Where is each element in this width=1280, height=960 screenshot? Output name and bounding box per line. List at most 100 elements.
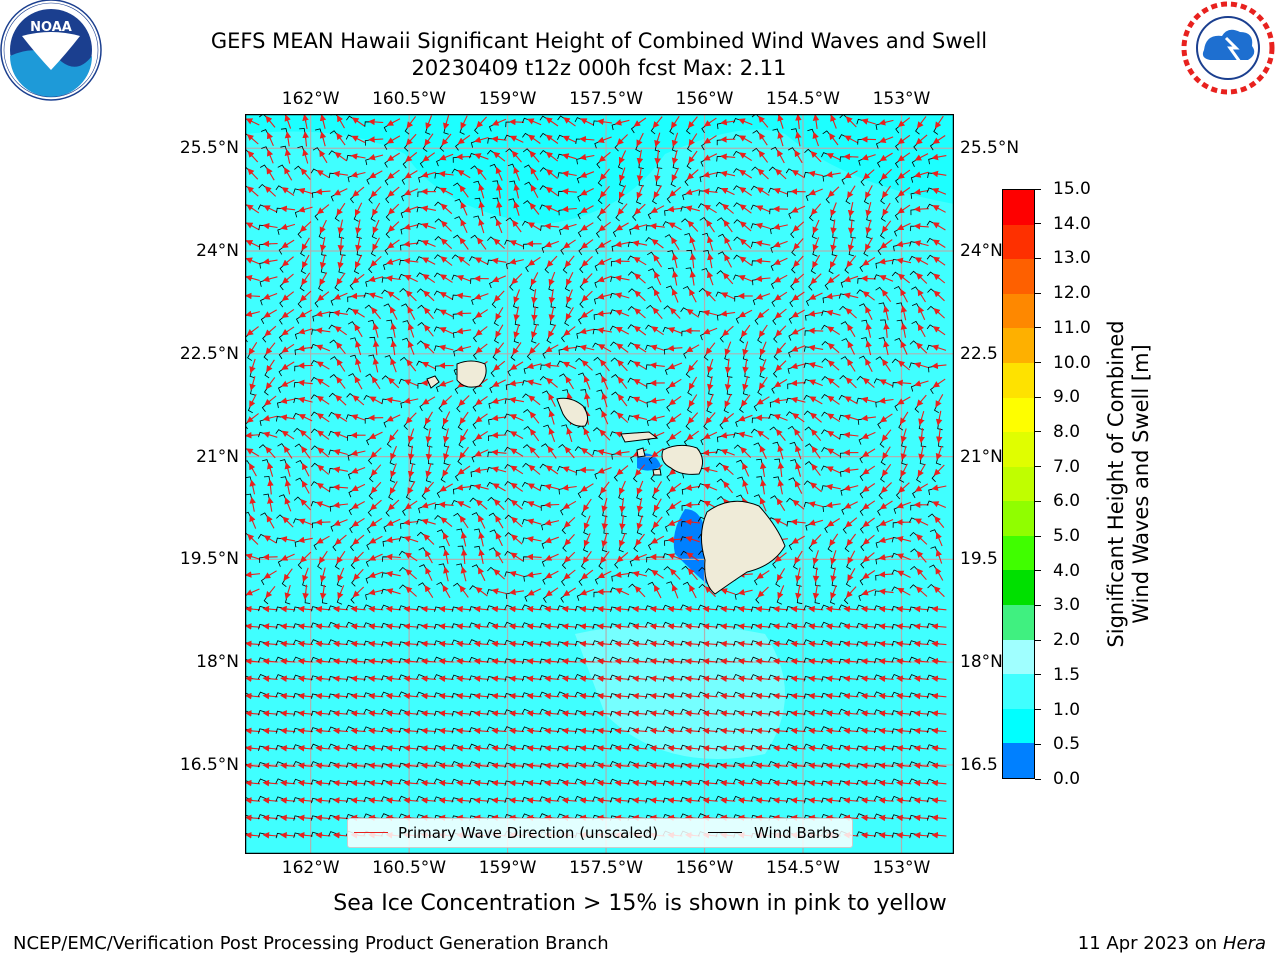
- wave-direction-arrow: [843, 275, 859, 283]
- wave-direction-arrow: [247, 168, 259, 180]
- wave-direction-arrow: [861, 154, 876, 161]
- wave-direction-arrow: [615, 222, 629, 231]
- wave-direction-arrow: [739, 238, 752, 249]
- wave-direction-arrow: [931, 153, 947, 161]
- wave-direction-arrow: [513, 183, 520, 199]
- wave-direction-arrow: [671, 132, 679, 148]
- colorbar-tick-label: 5.0: [1053, 526, 1081, 547]
- wave-direction-label: Primary Wave Direction (unscaled): [398, 824, 659, 842]
- wave-direction-arrow: [474, 136, 489, 143]
- wave-direction-arrow: [808, 188, 823, 196]
- wave-direction-arrow: [369, 170, 383, 179]
- wave-direction-arrow: [387, 186, 400, 197]
- wave-direction-arrow: [315, 327, 331, 334]
- wave-direction-arrow: [405, 151, 418, 162]
- wave-direction-arrow: [545, 151, 559, 162]
- wave-direction-arrow: [548, 306, 556, 322]
- wave-direction-arrow: [755, 222, 771, 230]
- colorbar-cell: [1003, 466, 1034, 502]
- wave-direction-arrow: [916, 272, 928, 284]
- lat-tick-left: 25.5°N: [179, 138, 239, 159]
- wave-direction-arrow: [795, 131, 802, 147]
- wave-direction-arrow: [491, 135, 507, 143]
- wave-direction-arrow: [424, 133, 434, 147]
- wave-direction-arrow: [476, 237, 487, 250]
- colorbar-tick-mark: [1035, 604, 1041, 606]
- wave-direction-arrow: [633, 257, 647, 266]
- wave-direction-arrow: [509, 240, 524, 248]
- colorbar-tick-mark: [1035, 500, 1041, 502]
- wave-direction-arrow: [685, 188, 700, 196]
- wave-direction-arrow: [827, 186, 840, 198]
- wave-direction-arrow: [618, 185, 627, 199]
- wave-direction-arrow: [706, 219, 715, 233]
- colorbar-tick-mark: [1035, 778, 1041, 780]
- wave-direction-arrow: [671, 253, 679, 269]
- wave-direction-arrow: [439, 291, 453, 300]
- wave-direction-arrow: [896, 257, 912, 265]
- wave-direction-arrow: [812, 131, 820, 147]
- wave-direction-arrow: [319, 219, 327, 234]
- wave-direction-arrow: [372, 322, 379, 338]
- wave-direction-arrow: [738, 274, 753, 282]
- wave-direction-arrow: [828, 132, 839, 146]
- wave-direction-arrow: [808, 292, 823, 300]
- island-kauai: [456, 360, 487, 388]
- wave-direction-arrow: [262, 222, 278, 230]
- wave-direction-arrow: [368, 154, 384, 161]
- wave-direction-arrow: [862, 256, 876, 266]
- wave-direction-arrow: [544, 501, 560, 509]
- wave-direction-arrow: [439, 274, 453, 283]
- higher-wave-region: [575, 624, 785, 759]
- wave-direction-arrow: [632, 223, 648, 230]
- wave-direction-arrow: [757, 308, 770, 319]
- wave-direction-arrow: [689, 270, 697, 286]
- wave-direction-arrow: [932, 239, 946, 248]
- wave-direction-arrow: [670, 115, 680, 129]
- wave-direction-arrow: [246, 186, 259, 197]
- wave-direction-arrow: [579, 171, 595, 178]
- lat-tick-left: 16.5°N: [179, 754, 239, 775]
- wave-direction-arrow: [812, 114, 820, 129]
- wave-direction-arrow: [794, 149, 803, 164]
- wave-direction-arrow: [598, 221, 611, 232]
- wave-direction-arrow: [580, 222, 594, 231]
- lat-tick-left: 19.5°N: [179, 549, 239, 570]
- colorbar-tick-mark: [1035, 674, 1041, 676]
- colorbar-cell: [1003, 259, 1034, 294]
- map-canvas: [240, 110, 955, 855]
- lon-tick-top: 162°W: [281, 89, 340, 109]
- wave-direction-arrow: [405, 133, 417, 146]
- wave-direction-arrow: [476, 116, 488, 128]
- wave-direction-arrow: [687, 116, 698, 129]
- wave-direction-arrow: [755, 275, 771, 283]
- lat-tick-right: 19.5: [960, 549, 998, 570]
- lon-tick-bottom: 156°W: [675, 858, 734, 878]
- wave-direction-arrow: [580, 118, 594, 126]
- wave-direction-arrow: [495, 183, 503, 199]
- wave-direction-arrow: [597, 136, 612, 144]
- wave-direction-arrow: [687, 220, 699, 232]
- footer-date-text: 11 Apr 2023 on: [1077, 933, 1223, 954]
- wave-direction-arrow: [792, 273, 805, 284]
- wave-direction-arrow: [545, 117, 559, 127]
- wave-direction-arrow: [652, 116, 663, 129]
- wave-direction-arrow: [319, 114, 327, 129]
- wave-direction-arrow: [337, 254, 344, 270]
- wave-direction-arrow: [669, 307, 681, 319]
- wave-direction-arrow: [827, 274, 840, 284]
- wave-direction-arrow: [302, 254, 310, 269]
- wave-direction-arrow: [423, 290, 435, 302]
- wave-direction-arrow: [266, 131, 274, 147]
- wave-direction-arrow: [808, 310, 824, 317]
- wave-direction-arrow: [688, 150, 698, 164]
- wave-direction-arrow: [566, 272, 574, 286]
- wave-direction-arrow: [707, 236, 714, 251]
- wave-direction-arrow: [333, 292, 348, 300]
- wave-direction-arrow: [421, 222, 436, 230]
- wave-direction-arrow: [865, 306, 873, 320]
- wave-direction-arrow: [388, 203, 400, 215]
- colorbar-cell: [1003, 432, 1034, 467]
- colorbar-tick-label: 13.0: [1053, 248, 1091, 269]
- wave-direction-arrow: [403, 257, 419, 265]
